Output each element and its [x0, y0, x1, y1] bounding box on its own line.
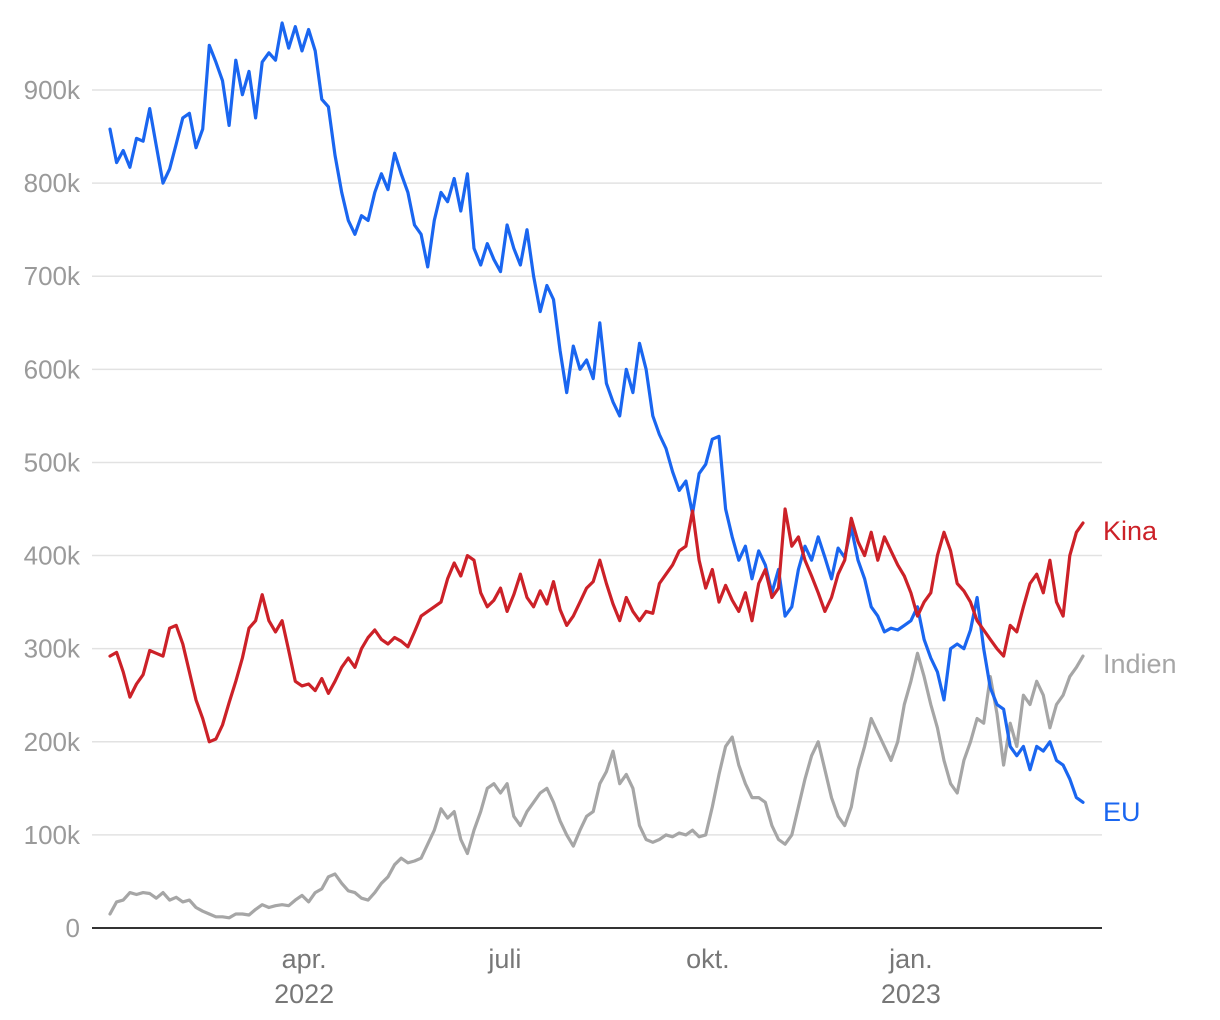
series-lines — [108, 21, 1085, 920]
series-label-kina: Kina — [1103, 516, 1158, 546]
x-tick-label-month: apr. — [282, 944, 327, 974]
y-tick-label: 900k — [24, 75, 81, 105]
series-label-indien: Indien — [1103, 649, 1177, 679]
series-label-eu: EU — [1103, 797, 1141, 827]
x-tick-label-year: 2022 — [274, 979, 334, 1009]
y-tick-label: 400k — [24, 541, 81, 571]
y-tick-label: 700k — [24, 261, 81, 291]
y-tick-label: 800k — [24, 168, 81, 198]
series-line-indien — [108, 651, 1085, 920]
series-line-eu — [108, 21, 1085, 804]
gridlines — [92, 89, 1102, 836]
x-tick-label-month: juli — [487, 944, 521, 974]
y-tick-label: 600k — [24, 354, 81, 384]
x-tick-label-month: jan. — [888, 944, 933, 974]
y-tick-label: 500k — [24, 447, 81, 477]
y-tick-label: 200k — [24, 727, 81, 757]
y-tick-label: 100k — [24, 820, 81, 850]
y-tick-label: 0 — [66, 913, 80, 943]
series-labels: Indien EU Kina — [1103, 516, 1177, 827]
y-tick-label: 300k — [24, 634, 81, 664]
series-line-kina — [108, 507, 1085, 744]
x-tick-label-year: 2023 — [881, 979, 941, 1009]
x-axis-tick-labels: apr. 2022 juli okt. jan. 2023 — [274, 944, 941, 1009]
x-tick-label-month: okt. — [686, 944, 730, 974]
y-axis-tick-labels: 0 100k 200k 300k 400k 500k 600k 700k 800k 900k — [24, 75, 81, 943]
